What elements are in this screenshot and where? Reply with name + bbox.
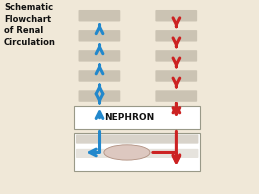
- FancyBboxPatch shape: [74, 133, 200, 171]
- FancyBboxPatch shape: [78, 50, 120, 62]
- FancyBboxPatch shape: [76, 134, 198, 144]
- FancyBboxPatch shape: [155, 50, 197, 62]
- FancyBboxPatch shape: [155, 90, 197, 102]
- Text: NEPHRON: NEPHRON: [104, 113, 155, 122]
- FancyBboxPatch shape: [78, 90, 120, 102]
- FancyBboxPatch shape: [155, 70, 197, 82]
- FancyBboxPatch shape: [78, 70, 120, 82]
- Ellipse shape: [104, 145, 150, 160]
- Text: Schematic
Flowchart
of Renal
Circulation: Schematic Flowchart of Renal Circulation: [4, 3, 56, 47]
- FancyBboxPatch shape: [155, 10, 197, 22]
- FancyBboxPatch shape: [74, 106, 200, 129]
- FancyBboxPatch shape: [78, 10, 120, 22]
- FancyBboxPatch shape: [78, 30, 120, 42]
- FancyBboxPatch shape: [155, 30, 197, 42]
- FancyBboxPatch shape: [76, 149, 198, 158]
